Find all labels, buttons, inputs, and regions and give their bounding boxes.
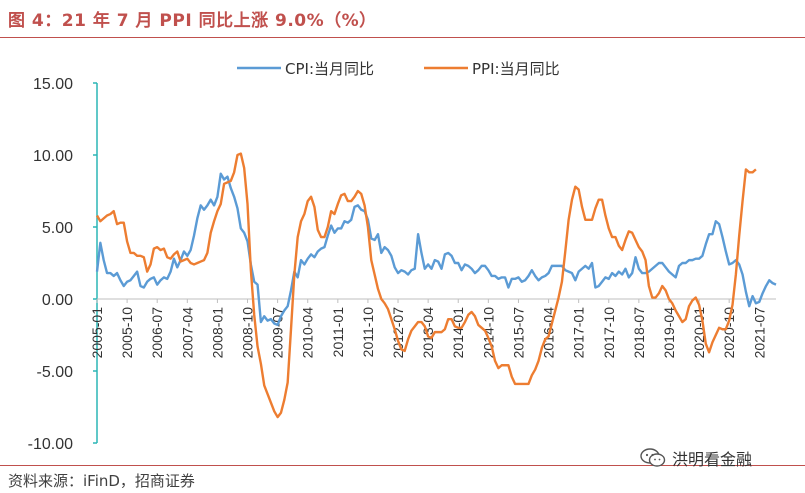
y-tick-label: 5.00 [42, 220, 73, 237]
y-tick-label: 0.00 [42, 292, 73, 309]
y-tick-label: 15.00 [33, 76, 73, 93]
x-tick-label: 2005-01 [89, 307, 105, 359]
x-tick-label: 2014-10 [480, 307, 496, 359]
plot-area [95, 152, 777, 419]
y-tick-label: -10.00 [28, 436, 73, 453]
x-tick-label: 2013-04 [420, 307, 436, 359]
x-tick-label: 2011-10 [360, 307, 376, 358]
y-axis: 15.00 10.00 5.00 0.00 -5.00 -10.00 [28, 76, 98, 453]
footer-divider [0, 465, 805, 466]
watermark-text: 洪明看金融 [672, 450, 753, 469]
series-line-cpi [95, 172, 777, 327]
series-line-ppi [95, 152, 757, 419]
figure-title: 图 4：21 年 7 月 PPI 同比上涨 9.0%（%） [8, 11, 377, 31]
x-tick-label: 2017-10 [601, 307, 617, 359]
x-tick-label: 2021-07 [751, 307, 767, 359]
title-divider [0, 37, 805, 38]
y-tick-label: -5.00 [37, 364, 74, 381]
wechat-icon [640, 448, 666, 467]
x-tick-label: 2014-01 [450, 307, 466, 359]
legend-label-cpi: CPI:当月同比 [285, 60, 374, 78]
x-tick-label: 2005-10 [119, 307, 135, 359]
legend-label-ppi: PPI:当月同比 [472, 60, 560, 78]
x-axis: 2005-01 2005-10 2006-07 2007-04 2008-01 2008-… [89, 298, 776, 359]
x-tick-label: 2019-04 [661, 307, 677, 359]
watermark: 洪明看金融 [640, 446, 752, 470]
x-tick-label: 2015-07 [510, 307, 526, 359]
x-tick-label: 2008-10 [240, 307, 256, 359]
x-tick-label: 2007-04 [179, 307, 195, 359]
x-tick-label: 2006-07 [149, 307, 165, 359]
chart-legend: CPI:当月同比 PPI:当月同比 [237, 60, 560, 78]
y-tick-label: 10.00 [33, 148, 73, 165]
source-note: 资料来源：iFinD，招商证券 [8, 472, 195, 490]
x-tick-label: 2012-07 [390, 307, 406, 359]
x-tick-label: 2018-07 [631, 307, 647, 359]
line-chart: CPI:当月同比 PPI:当月同比 15.00 10.00 5.00 0.00 -5.00… [28, 60, 777, 453]
x-tick-label: 2011-01 [330, 307, 346, 358]
x-tick-label: 2020-10 [721, 307, 737, 359]
x-tick-label: 2010-04 [300, 307, 316, 359]
x-tick-label: 2008-01 [209, 307, 225, 359]
x-tick-label: 2009-07 [270, 307, 286, 359]
x-tick-label: 2017-01 [571, 307, 587, 359]
